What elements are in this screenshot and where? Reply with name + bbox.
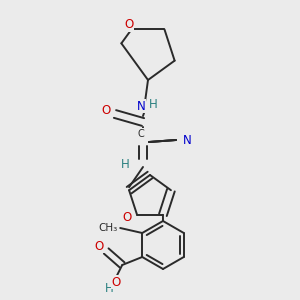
- Text: N: N: [183, 134, 191, 146]
- Text: O: O: [94, 239, 104, 253]
- Text: O: O: [122, 211, 132, 224]
- Text: H: H: [105, 283, 114, 296]
- Text: CH₃: CH₃: [99, 223, 118, 233]
- Text: C: C: [138, 129, 144, 139]
- Text: H: H: [121, 158, 129, 172]
- Text: N: N: [136, 100, 146, 112]
- Text: O: O: [124, 18, 133, 31]
- Text: O: O: [112, 275, 121, 289]
- Text: O: O: [101, 104, 111, 118]
- Text: H: H: [148, 98, 158, 110]
